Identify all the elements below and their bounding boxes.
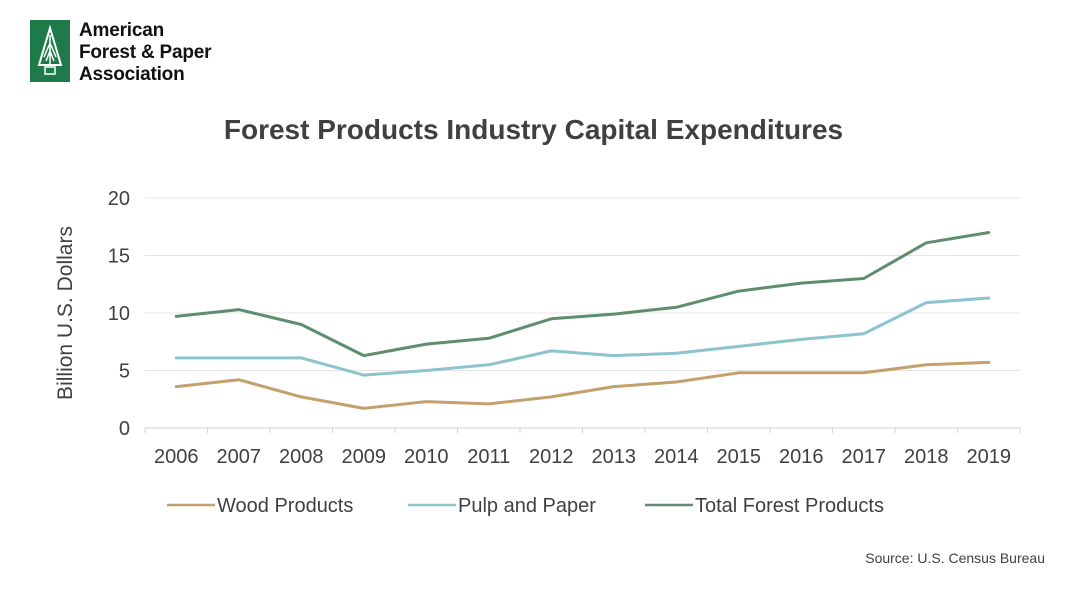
logo-line-2: Forest & Paper	[79, 42, 212, 63]
x-tick-label: 2008	[279, 446, 324, 468]
logo-line-1: American	[79, 20, 164, 41]
y-tick-label: 20	[108, 188, 130, 210]
legend-label: Total Forest Products	[695, 495, 884, 517]
y-tick-label: 5	[119, 361, 130, 383]
x-tick-label: 2015	[717, 446, 762, 468]
x-tick-label: 2017	[842, 446, 887, 468]
x-tick-label: 2011	[467, 446, 510, 468]
x-tick-label: 2010	[404, 446, 449, 468]
y-tick-label: 10	[108, 303, 130, 325]
source-note: Source: U.S. Census Bureau	[865, 550, 1045, 566]
y-tick-label: 15	[108, 246, 130, 268]
y-axis-label: Billion U.S. Dollars	[54, 226, 77, 400]
x-tick-label: 2016	[779, 446, 824, 468]
legend-label: Pulp and Paper	[458, 495, 596, 517]
afpa-logo: American Forest & Paper Association	[30, 20, 212, 86]
x-tick-label: 2018	[904, 446, 949, 468]
logo-line-3: Association	[79, 64, 185, 85]
chart-title: Forest Products Industry Capital Expendi…	[223, 114, 844, 145]
x-tick-label: 2014	[654, 446, 699, 468]
series-line-2	[174, 296, 991, 377]
x-tick-label: 2012	[529, 446, 574, 468]
x-tick-label: 2013	[592, 446, 637, 468]
x-tick-label: 2006	[154, 446, 199, 468]
x-tick-label: 2009	[342, 446, 387, 468]
tree-icon	[30, 20, 70, 82]
legend-label: Wood Products	[217, 495, 353, 517]
x-tick-label: 2007	[217, 446, 262, 468]
y-tick-label: 0	[119, 418, 130, 440]
x-tick-label: 2019	[967, 446, 1012, 468]
logo-text: American Forest & Paper Association	[79, 20, 212, 86]
series-line-3	[174, 231, 991, 358]
series-line-1	[174, 360, 991, 410]
